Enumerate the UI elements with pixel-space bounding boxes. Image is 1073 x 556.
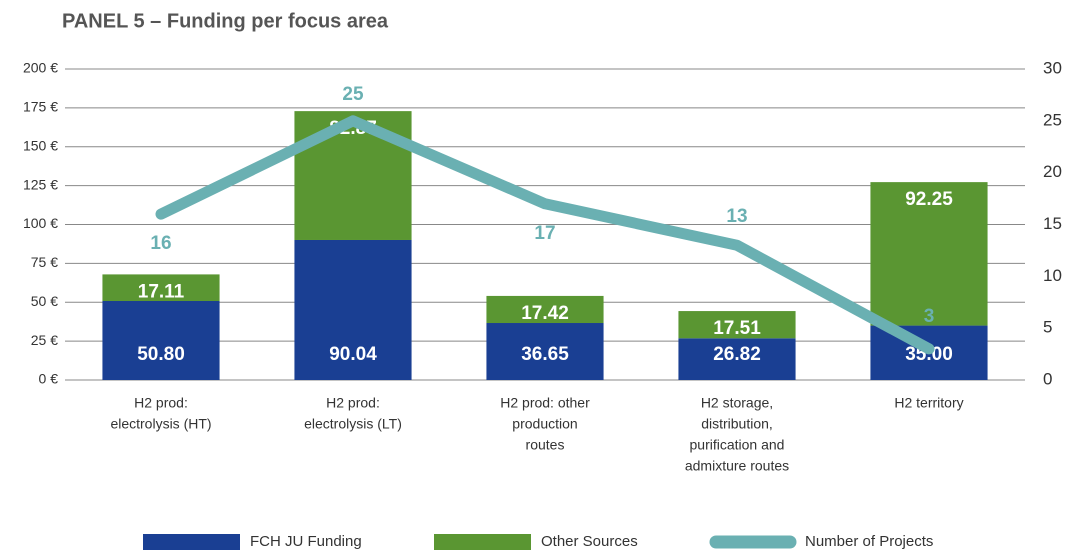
value-label: 17.51 <box>713 318 761 339</box>
y2-tick-label: 30 <box>1043 58 1062 77</box>
x-tick-label: H2 prod: <box>326 395 380 411</box>
bar-segment <box>486 323 604 380</box>
bar-segment <box>102 274 220 302</box>
legend-label: Number of Projects <box>805 533 933 550</box>
value-label: 50.80 <box>137 344 185 365</box>
x-tick-label: electrolysis (HT) <box>110 416 211 432</box>
line-label: 3 <box>924 306 935 327</box>
bar-segment <box>102 301 220 380</box>
y2-tick-label: 10 <box>1043 266 1062 285</box>
x-tick-label: routes <box>526 437 565 453</box>
x-tick-label: H2 territory <box>894 395 963 411</box>
value-label: 90.04 <box>329 344 377 365</box>
legend-label: FCH JU Funding <box>250 533 362 550</box>
y2-tick-label: 20 <box>1043 162 1062 181</box>
x-tick-label: distribution, <box>701 416 773 432</box>
y2-tick-label: 15 <box>1043 214 1062 233</box>
y-tick-label: 175 € <box>23 99 58 115</box>
y-tick-label: 50 € <box>31 293 58 309</box>
value-label: 26.82 <box>713 344 761 365</box>
bar-segment <box>486 295 604 324</box>
value-label: 17.42 <box>521 303 569 324</box>
y-tick-label: 25 € <box>31 332 58 348</box>
x-tick-label: purification and <box>690 437 785 453</box>
bar-segment <box>678 338 796 380</box>
x-tick-label: H2 prod: other <box>500 395 590 411</box>
value-label: 17.11 <box>138 281 185 302</box>
y-tick-label: 125 € <box>23 176 58 192</box>
x-tick-label: production <box>512 416 577 432</box>
y-tick-label: 200 € <box>23 60 58 76</box>
x-tick-label: admixture routes <box>685 458 789 474</box>
bar-segment <box>294 239 412 380</box>
value-label: 36.65 <box>521 344 569 365</box>
y-tick-label: 100 € <box>23 215 58 231</box>
y-tick-label: 0 € <box>39 371 59 387</box>
legend-label: Other Sources <box>541 533 638 550</box>
line-label: 16 <box>150 233 171 254</box>
legend-swatch <box>434 534 531 550</box>
line <box>155 115 935 355</box>
bar-segment <box>870 182 988 326</box>
value-label: 35.00 <box>905 344 953 365</box>
line-label: 17 <box>534 223 555 244</box>
value-label: 92.25 <box>905 189 953 210</box>
line-label: 25 <box>342 84 364 105</box>
x-tick-label: H2 prod: <box>134 395 188 411</box>
legend-swatch <box>143 534 240 550</box>
y-tick-label: 150 € <box>23 137 58 153</box>
chart-title: PANEL 5 – Funding per focus area <box>62 10 389 32</box>
y2-tick-label: 0 <box>1043 369 1052 388</box>
x-tick-label: H2 storage, <box>701 395 773 411</box>
y-tick-label: 75 € <box>31 254 58 270</box>
y2-tick-label: 5 <box>1043 318 1052 337</box>
x-tick-label: electrolysis (LT) <box>304 416 402 432</box>
line-label: 13 <box>726 206 747 227</box>
bar-segment <box>678 311 796 339</box>
y2-tick-label: 25 <box>1043 110 1062 129</box>
